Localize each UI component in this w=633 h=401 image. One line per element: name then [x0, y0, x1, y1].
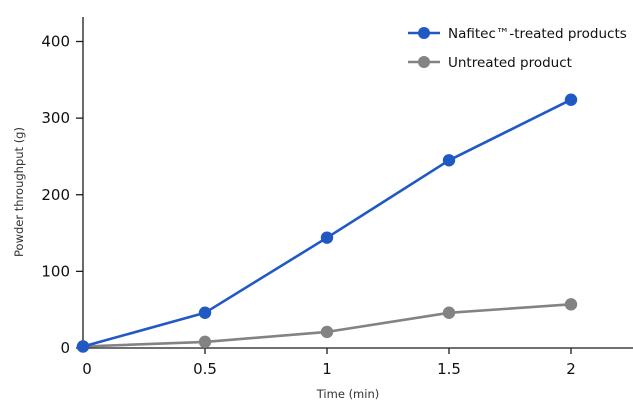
y-tick-label: 400 [41, 33, 70, 51]
y-tick-label: 100 [41, 262, 70, 280]
x-tick-label: 2 [566, 360, 576, 378]
data-point [564, 298, 578, 311]
data-point [564, 93, 578, 106]
x-tick-label: 1 [322, 360, 332, 378]
axes: 0 100 200 300 400 0 0.5 1 1.5 2 [41, 17, 633, 378]
data-point [320, 231, 334, 244]
data-point [442, 306, 456, 319]
x-tick-label: 0 [82, 360, 92, 378]
legend: Nafitec™-treated products Untreated produ… [408, 26, 627, 71]
series-untreated [76, 298, 578, 353]
x-tick-label: 1.5 [437, 360, 461, 378]
data-point [198, 335, 212, 349]
legend-marker [418, 56, 430, 68]
legend-item: Nafitec™-treated products [408, 26, 627, 42]
series-treated [76, 93, 578, 353]
y-axis-title: Powder throughput (g) [12, 127, 26, 257]
data-point [320, 325, 334, 339]
legend-item: Untreated product [408, 55, 572, 71]
legend-label: Untreated product [448, 55, 572, 71]
legend-label: Nafitec™-treated products [448, 26, 627, 42]
data-point [76, 340, 90, 353]
legend-marker [418, 27, 430, 39]
y-tick-label: 300 [41, 109, 70, 127]
y-tick-label: 0 [60, 339, 70, 357]
x-axis-title: Time (min) [316, 387, 379, 401]
y-tick-label: 200 [41, 186, 70, 204]
series-layer [76, 93, 578, 353]
x-tick-label: 0.5 [193, 360, 217, 378]
data-point [198, 306, 212, 319]
data-point [442, 154, 456, 167]
